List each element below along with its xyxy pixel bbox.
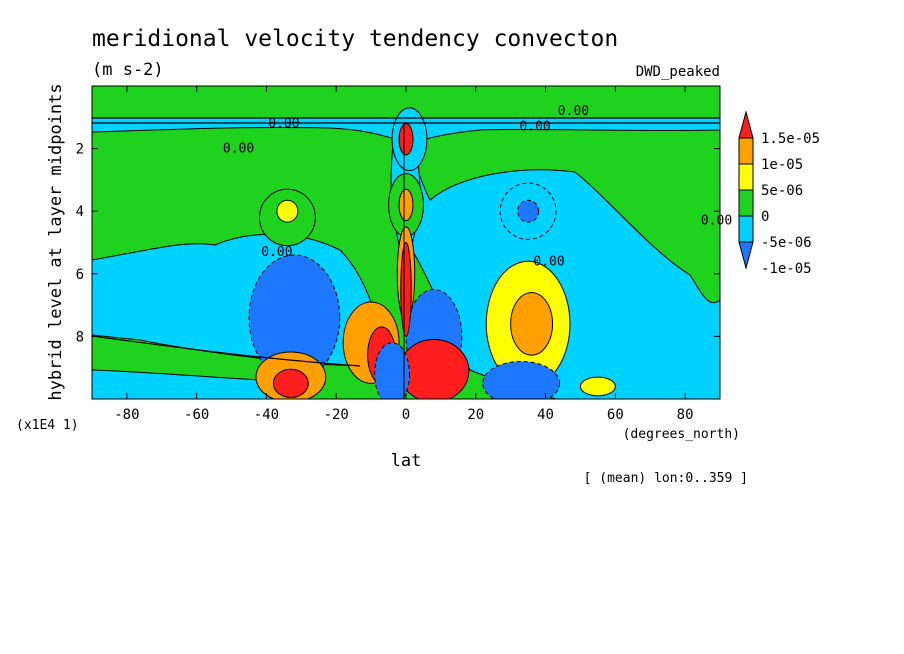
x-axis-units: (degrees_north) — [623, 427, 740, 442]
colorbar-label-5: -1e-05 — [761, 261, 812, 277]
colorbar: 1.5e-05 1e-05 5e-06 0 -5e-06 -1e-05 — [738, 110, 820, 277]
x-tick-label-4: 0 — [402, 407, 410, 423]
contour-feature-19 — [374, 342, 410, 399]
contour-label-3: 0.00 — [558, 104, 589, 119]
x-axis: -80 -60 -40 -20 0 20 40 60 80 — [114, 86, 694, 423]
contour-label-1: 0.00 — [223, 142, 254, 157]
colorbar-label-1: 1e-05 — [761, 157, 803, 173]
contour-feature-5 — [276, 199, 299, 223]
colorbar-swatch-1 — [738, 163, 754, 191]
x-tick-label-7: 60 — [607, 407, 624, 423]
units-label: (m s-2) — [92, 60, 164, 80]
y-axis: 2 4 6 8 — [76, 142, 720, 345]
x-tick-label-8: 80 — [677, 407, 694, 423]
contour-feature-7 — [517, 199, 540, 223]
colorbar-swatch-0 — [738, 137, 754, 165]
x-tick-label-2: -40 — [254, 407, 279, 423]
colorbar-label-0: 1.5e-05 — [761, 131, 820, 147]
contour-feature-10 — [510, 292, 554, 356]
y-axis-title: hybrid level at layer midpoints — [46, 83, 66, 400]
contour-feature-1 — [398, 123, 414, 156]
y-axis-scale-note: (x1E4 1) — [16, 418, 79, 433]
contour-label-4: 0.00 — [261, 245, 292, 260]
contour-label-6: 0.00 — [701, 214, 732, 229]
x-tick-label-1: -60 — [184, 407, 209, 423]
x-tick-label-5: 20 — [467, 407, 484, 423]
chart-title: meridional velocity tendency convecton — [92, 26, 618, 52]
contour-feature-14 — [579, 376, 616, 397]
colorbar-label-4: -5e-06 — [761, 235, 812, 251]
contour-feature-3 — [398, 188, 414, 222]
colorbar-swatch-bottom — [738, 241, 754, 270]
y-tick-label-1: 4 — [76, 204, 84, 220]
contour-label-0: 0.00 — [268, 117, 299, 132]
y-tick-label-2: 6 — [76, 267, 84, 283]
contour-feature-13 — [482, 360, 560, 399]
colorbar-label-2: 5e-06 — [761, 183, 803, 199]
feature-layer — [248, 107, 616, 399]
x-axis-title: lat — [391, 451, 422, 471]
run-label: DWD_peaked — [636, 64, 720, 80]
plot-area — [92, 86, 720, 399]
footnote: [ (mean) lon:0..359 ] — [584, 471, 748, 486]
y-tick-label-0: 2 — [76, 142, 84, 158]
colorbar-label-3: 0 — [761, 209, 769, 225]
contour-label-2: 0.00 — [519, 120, 550, 135]
colorbar-swatch-top — [738, 110, 754, 139]
contour-feature-21 — [400, 242, 412, 337]
x-tick-label-6: 40 — [537, 407, 554, 423]
colorbar-swatch-3 — [738, 215, 754, 243]
contour-label-layer: 0.00 0.00 0.00 0.00 0.00 0.00 0.00 — [223, 104, 732, 269]
contour-label-5: 0.00 — [533, 254, 564, 269]
zero-contour-mid — [92, 335, 361, 367]
contour-feature-12 — [272, 368, 309, 398]
x-tick-label-0: -80 — [114, 407, 139, 423]
colorbar-swatch-2 — [738, 189, 754, 217]
contour-feature-18 — [398, 339, 470, 399]
x-tick-label-3: -20 — [324, 407, 349, 423]
y-tick-label-3: 8 — [76, 329, 84, 345]
